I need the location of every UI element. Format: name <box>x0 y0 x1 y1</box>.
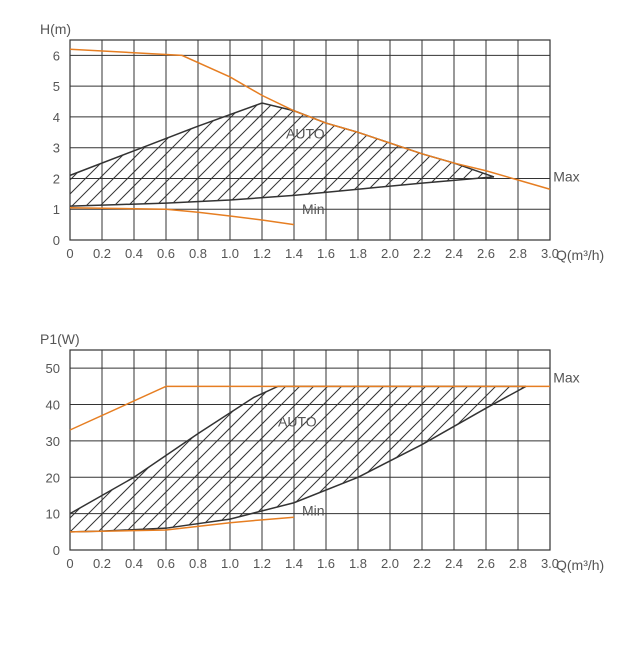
chart-head-vs-flow: H(m) Q(m³/h) 0 0.2 0.4 0.6 0.8 1.0 1.2 1.4 1.6 1.8 2… <box>20 20 615 280</box>
x-tick: 0 <box>66 246 73 261</box>
y-tick: 2 <box>53 171 60 186</box>
x-tick: 1.4 <box>285 246 303 261</box>
auto-label: AUTO <box>286 125 325 141</box>
x-tick: 2.4 <box>445 556 463 571</box>
y-tick: 10 <box>46 507 60 522</box>
x-tick: 1.4 <box>285 556 303 571</box>
min-label: Min <box>302 201 325 217</box>
x-tick: 0 <box>66 556 73 571</box>
x-tick: 1.8 <box>349 246 367 261</box>
x-tick: 0.2 <box>93 246 111 261</box>
x-tick: 2.0 <box>381 246 399 261</box>
y-tick: 6 <box>53 48 60 63</box>
y-tick: 1 <box>53 202 60 217</box>
x-tick: 1.8 <box>349 556 367 571</box>
x-tick: 1.6 <box>317 246 335 261</box>
x-tick: 3.0 <box>541 246 559 261</box>
x-tick: 0.8 <box>189 246 207 261</box>
x-axis-label: Q(m³/h) <box>556 247 604 263</box>
x-tick: 2.2 <box>413 556 431 571</box>
x-tick: 0.4 <box>125 556 143 571</box>
x-tick: 2.0 <box>381 556 399 571</box>
x-axis-label: Q(m³/h) <box>556 557 604 573</box>
y-tick: 0 <box>53 543 60 558</box>
chart2-svg: P1(W) Q(m³/h) 0 0.2 0.4 0.6 0.8 1.0 1.2 1.4 1.6 1.8… <box>20 330 620 590</box>
y-tick: 40 <box>46 398 60 413</box>
x-tick: 0.2 <box>93 556 111 571</box>
x-tick: 0.6 <box>157 556 175 571</box>
max-label: Max <box>553 169 579 185</box>
min-label: Min <box>302 502 325 518</box>
x-tick: 3.0 <box>541 556 559 571</box>
x-tick: 2.8 <box>509 556 527 571</box>
y-tick: 4 <box>53 110 60 125</box>
y-tick: 30 <box>46 434 60 449</box>
x-tick: 2.8 <box>509 246 527 261</box>
chart-power-vs-flow: P1(W) Q(m³/h) 0 0.2 0.4 0.6 0.8 1.0 1.2 1.4 1.6 1.8… <box>20 330 615 590</box>
x-tick: 1.2 <box>253 246 271 261</box>
max-label: Max <box>553 370 579 386</box>
x-tick: 2.4 <box>445 246 463 261</box>
x-tick: 2.6 <box>477 556 495 571</box>
y-axis-label: H(m) <box>40 21 71 37</box>
y-tick: 5 <box>53 79 60 94</box>
x-tick: 0.8 <box>189 556 207 571</box>
x-tick: 1.0 <box>221 246 239 261</box>
y-tick: 3 <box>53 141 60 156</box>
x-tick: 1.2 <box>253 556 271 571</box>
x-tick: 0.4 <box>125 246 143 261</box>
y-axis-label: P1(W) <box>40 331 80 347</box>
x-tick: 1.6 <box>317 556 335 571</box>
x-tick: 0.6 <box>157 246 175 261</box>
y-tick: 50 <box>46 361 60 376</box>
y-tick: 0 <box>53 233 60 248</box>
y-tick: 20 <box>46 470 60 485</box>
x-tick: 2.2 <box>413 246 431 261</box>
x-tick: 1.0 <box>221 556 239 571</box>
x-tick: 2.6 <box>477 246 495 261</box>
auto-label: AUTO <box>278 413 317 429</box>
chart1-svg: H(m) Q(m³/h) 0 0.2 0.4 0.6 0.8 1.0 1.2 1.4 1.6 1.8 2… <box>20 20 620 280</box>
